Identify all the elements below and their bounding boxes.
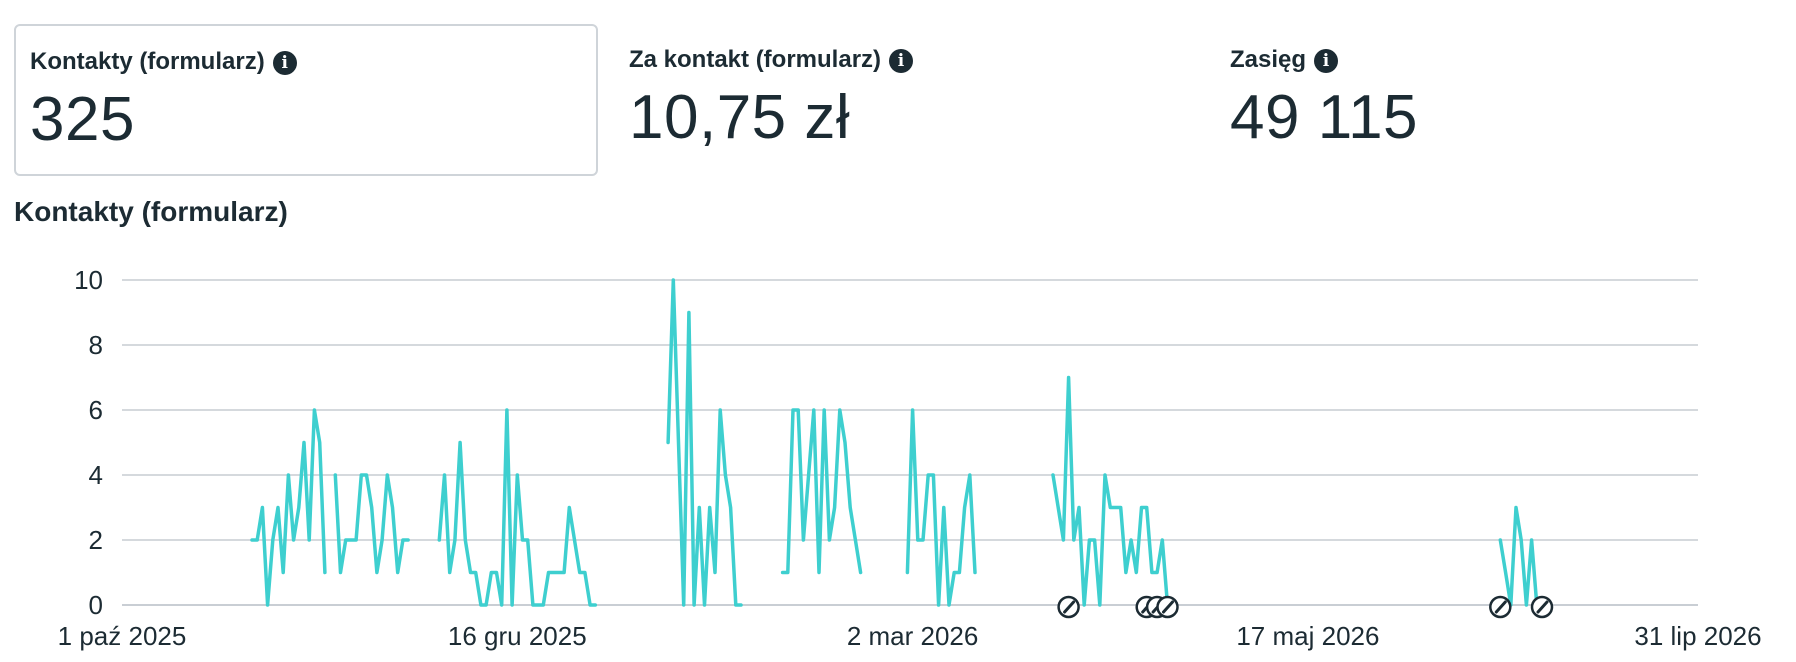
- series-line-segment: [780, 408, 863, 575]
- annotation-markers: [1057, 595, 1554, 619]
- metric-value: 325: [30, 85, 135, 154]
- series-line-segment: [1051, 375, 1170, 607]
- info-icon[interactable]: i: [1314, 49, 1339, 73]
- marker-pencil: [1536, 600, 1549, 614]
- y-tick-label: 4: [89, 460, 103, 490]
- series-line-segment: [1498, 505, 1539, 607]
- x-tick-label: 1 paź 2025: [58, 621, 187, 651]
- marker-pencil: [1162, 600, 1174, 614]
- pencil-badge-icon[interactable]: [1530, 595, 1554, 619]
- metric-label: Kontakty (formularz) i: [30, 48, 297, 76]
- chart-title: Kontakty (formularz): [14, 196, 288, 227]
- x-tick-label: 2 mar 2026: [847, 621, 979, 651]
- metric-card-zasieg[interactable]: Zasięg i 49 115: [1216, 24, 1796, 176]
- metric-label-text: Zasięg: [1230, 46, 1307, 73]
- metric-card-kontakty[interactable]: Kontakty (formularz) i 325: [14, 24, 598, 176]
- metric-card-za-kontakt[interactable]: Za kontakt (formularz) i 10,75 zł: [615, 24, 1199, 176]
- series-line-segment: [905, 408, 977, 607]
- marker-pencil: [1063, 600, 1076, 614]
- pencil-badge-icon[interactable]: [1489, 595, 1512, 619]
- x-tick-label: 31 lip 2026: [1634, 621, 1761, 651]
- metric-label: Zasięg i: [1230, 46, 1339, 74]
- series-line-segment: [250, 408, 327, 607]
- series-line-segment: [333, 473, 410, 575]
- x-tick-label: 17 maj 2026: [1236, 621, 1379, 651]
- y-tick-label: 8: [89, 330, 103, 360]
- pencil-badge-icon[interactable]: [1156, 595, 1179, 619]
- y-tick-label: 2: [89, 525, 103, 555]
- y-tick-label: 0: [89, 590, 103, 620]
- y-tick-label: 10: [74, 265, 103, 295]
- metric-value: 10,75 zł: [629, 83, 851, 152]
- series-line-segment: [666, 278, 743, 607]
- y-axis-ticks: 0 2 4 6 8 10: [74, 265, 103, 620]
- metric-label-text: Kontakty (formularz): [30, 48, 265, 75]
- metric-label: Za kontakt (formularz) i: [629, 46, 914, 74]
- info-icon[interactable]: i: [889, 49, 914, 73]
- y-tick-label: 6: [89, 395, 103, 425]
- info-icon[interactable]: i: [272, 51, 297, 75]
- x-axis-ticks: 1 paź 2025 16 gru 2025 2 mar 2026 17 maj 20…: [58, 621, 1762, 651]
- marker-pencil: [1494, 600, 1507, 614]
- metric-value: 49 115: [1230, 83, 1419, 152]
- pencil-badge-icon[interactable]: [1057, 595, 1080, 619]
- series-lines: [250, 278, 1539, 607]
- metric-label-text: Za kontakt (formularz): [629, 46, 882, 73]
- x-tick-label: 16 gru 2025: [448, 621, 587, 651]
- series-line-segment: [437, 408, 598, 607]
- metrics-row: Kontakty (formularz) i 325 Za kontakt (fo…: [14, 24, 1784, 178]
